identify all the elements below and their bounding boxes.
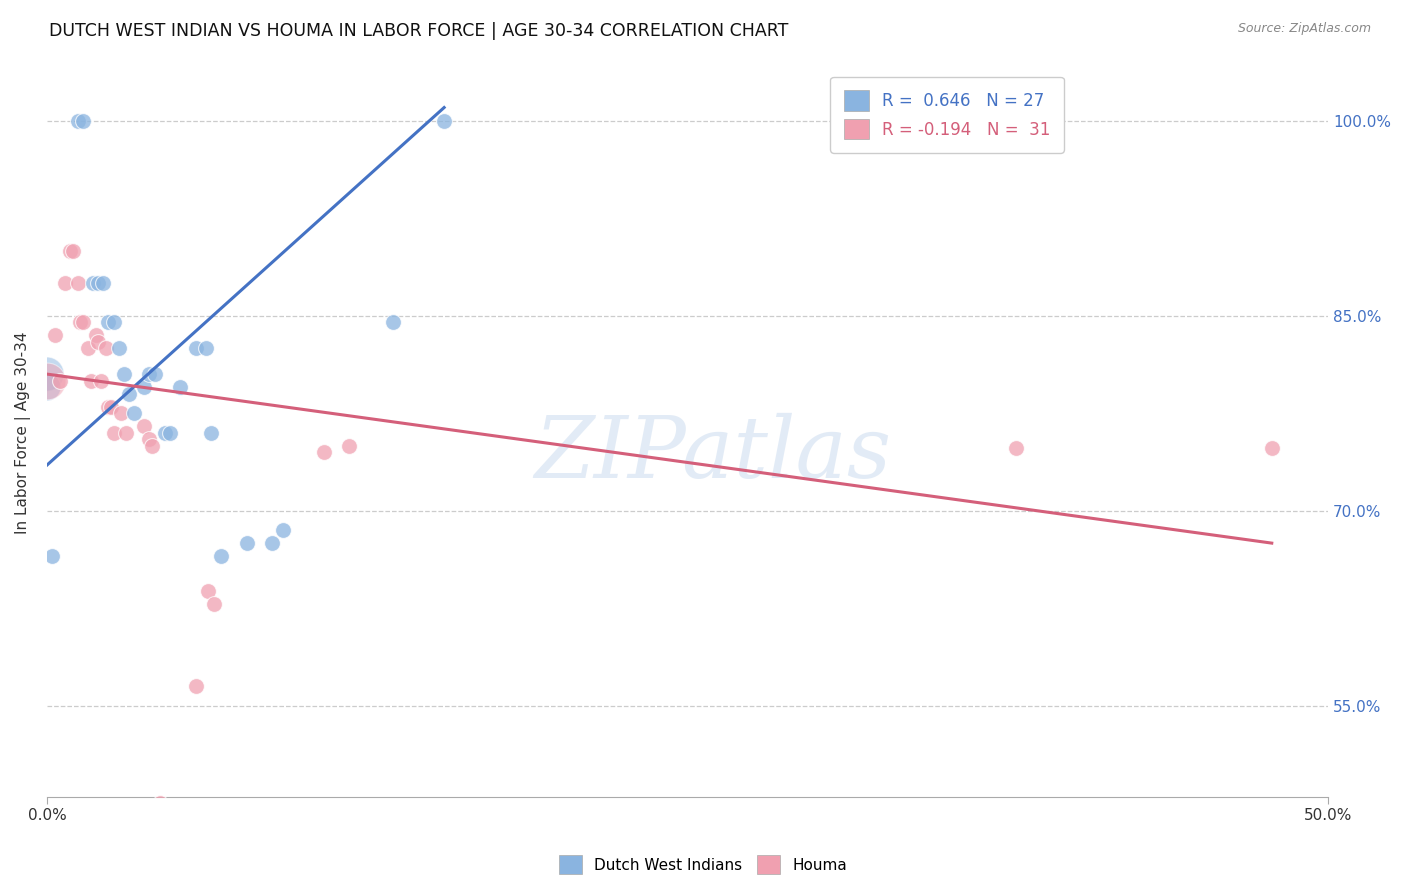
Point	[72, 315, 94, 329]
Point	[66, 113, 89, 128]
Point	[134, 419, 156, 434]
Y-axis label: In Labor Force | Age 30-34: In Labor Force | Age 30-34	[15, 331, 31, 533]
Point	[134, 380, 156, 394]
Point	[69, 315, 91, 329]
Point	[82, 276, 104, 290]
Point	[84, 328, 107, 343]
Point	[77, 341, 100, 355]
Point	[381, 315, 404, 329]
Point	[59, 244, 82, 258]
Point	[169, 380, 191, 394]
Point	[94, 341, 117, 355]
Point	[35, 374, 58, 388]
Point	[87, 276, 110, 290]
Point	[1004, 441, 1026, 455]
Point	[35, 380, 58, 394]
Point	[184, 679, 207, 693]
Point	[1261, 441, 1284, 455]
Point	[202, 597, 225, 611]
Point	[100, 400, 122, 414]
Point	[44, 328, 66, 343]
Point	[197, 584, 219, 599]
Text: ZIPatlas: ZIPatlas	[534, 413, 891, 496]
Point	[1132, 835, 1154, 849]
Point	[159, 425, 181, 440]
Point	[103, 425, 125, 440]
Point	[122, 406, 145, 420]
Point	[312, 445, 335, 459]
Point	[112, 367, 135, 381]
Point	[107, 341, 129, 355]
Point	[433, 113, 456, 128]
Point	[141, 439, 163, 453]
Point	[97, 400, 120, 414]
Point	[97, 315, 120, 329]
Text: DUTCH WEST INDIAN VS HOUMA IN LABOR FORCE | AGE 30-34 CORRELATION CHART: DUTCH WEST INDIAN VS HOUMA IN LABOR FORC…	[49, 22, 789, 40]
Point	[184, 341, 207, 355]
Point	[337, 439, 360, 453]
Point	[143, 367, 166, 381]
Point	[209, 549, 232, 563]
Point	[53, 276, 76, 290]
Point	[194, 341, 217, 355]
Point	[138, 432, 160, 446]
Legend: R =  0.646   N = 27, R = -0.194   N =  31: R = 0.646 N = 27, R = -0.194 N = 31	[830, 77, 1063, 153]
Point	[110, 406, 132, 420]
Point	[138, 367, 160, 381]
Legend: Dutch West Indians, Houma: Dutch West Indians, Houma	[553, 849, 853, 880]
Point	[118, 386, 141, 401]
Point	[115, 425, 138, 440]
Point	[103, 315, 125, 329]
Point	[93, 276, 115, 290]
Text: Source: ZipAtlas.com: Source: ZipAtlas.com	[1237, 22, 1371, 36]
Point	[79, 374, 101, 388]
Point	[35, 367, 58, 381]
Point	[149, 796, 172, 810]
Point	[262, 536, 284, 550]
Point	[236, 536, 259, 550]
Point	[271, 523, 294, 537]
Point	[49, 374, 72, 388]
Point	[90, 374, 112, 388]
Point	[66, 276, 89, 290]
Point	[153, 425, 176, 440]
Point	[200, 425, 222, 440]
Point	[72, 113, 94, 128]
Point	[87, 334, 110, 349]
Point	[62, 244, 84, 258]
Point	[41, 549, 63, 563]
